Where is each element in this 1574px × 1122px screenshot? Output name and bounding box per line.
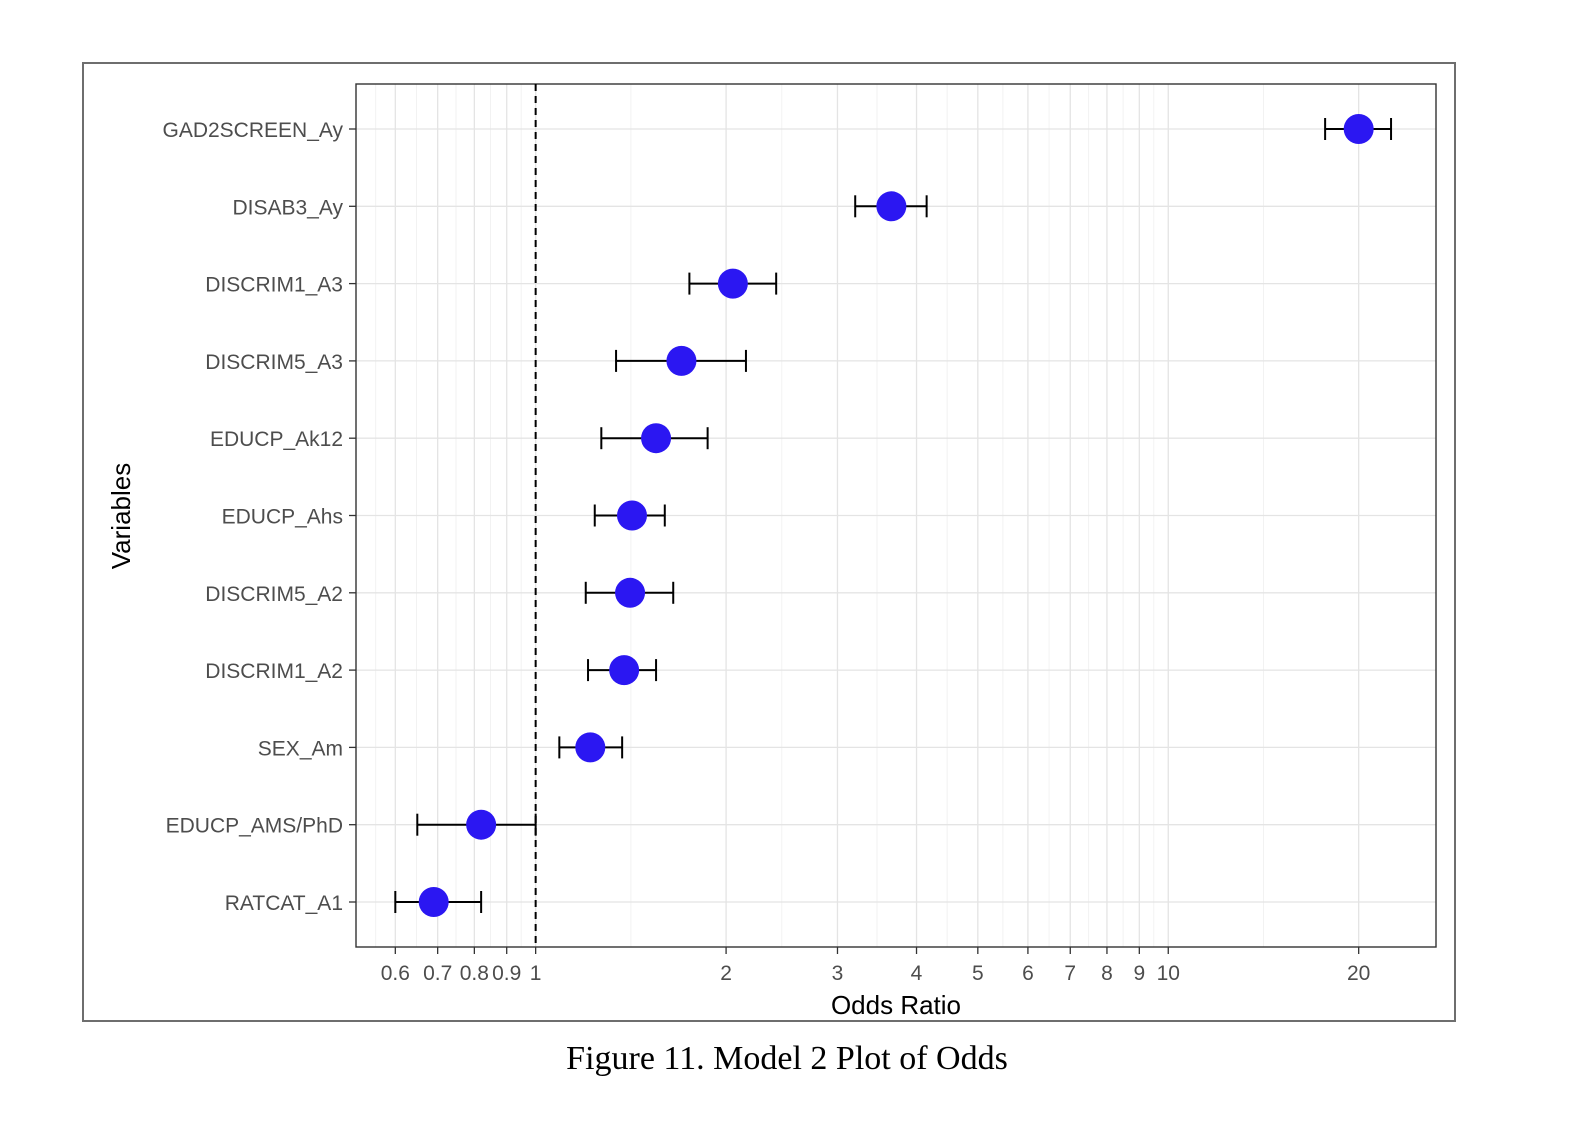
axis-layer: GAD2SCREEN_Ay DISAB3_Ay DISCRIM1_A3 DISCRIM… [162, 119, 1370, 985]
y-tick-label: SEX_Am [258, 737, 343, 760]
x-tick-label: 0.7 [423, 962, 452, 985]
odds-ratio-point [717, 268, 748, 299]
x-tick-label: 9 [1133, 962, 1145, 985]
x-tick-label: 2 [720, 962, 732, 985]
x-tick-label: 0.9 [492, 962, 521, 985]
odds-ratio-point [609, 655, 640, 686]
odds-ratio-point [616, 500, 647, 531]
odds-ratio-point [1343, 114, 1374, 144]
y-tick-label: DISCRIM5_A3 [205, 351, 343, 374]
y-tick-label: EDUCP_AMS/PhD [166, 815, 343, 838]
x-tick-label: 1 [530, 962, 542, 985]
marks-layer [394, 114, 1393, 917]
odds-ratio-point [666, 345, 697, 376]
odds-ratio-point [615, 577, 646, 608]
x-tick-label: 3 [832, 962, 844, 985]
x-tick-label: 0.8 [460, 962, 489, 985]
x-tick-label: 20 [1347, 962, 1370, 985]
x-tick-label: 0.6 [381, 962, 410, 985]
figure-caption: Figure 11. Model 2 Plot of Odds [566, 1040, 1008, 1077]
x-tick-label: 8 [1101, 962, 1113, 985]
y-tick-label: DISCRIM1_A2 [205, 660, 343, 683]
y-tick-label: EDUCP_Ahs [222, 506, 343, 529]
odds-ratio-point [641, 423, 672, 454]
x-axis-title: Odds Ratio [831, 990, 961, 1020]
x-tick-label: 7 [1064, 962, 1076, 985]
x-tick-label: 4 [911, 962, 923, 985]
odds-ratio-point [876, 191, 907, 222]
y-tick-label: DISCRIM1_A3 [205, 274, 343, 297]
figure-frame [82, 62, 1456, 1022]
y-axis-title: Variables [106, 463, 136, 569]
y-tick-label: EDUCP_Ak12 [210, 428, 343, 451]
y-tick-label: RATCAT_A1 [225, 892, 343, 915]
x-tick-label: 5 [972, 962, 984, 985]
x-tick-label: 6 [1022, 962, 1034, 985]
y-tick-label: DISAB3_Ay [232, 196, 343, 219]
y-tick-label: GAD2SCREEN_Ay [162, 119, 343, 142]
odds-ratio-point [466, 809, 497, 840]
odds-ratio-point [418, 887, 449, 917]
y-tick-label: DISCRIM5_A2 [205, 583, 343, 606]
x-tick-label: 10 [1157, 962, 1180, 985]
grid-layer [356, 84, 1436, 947]
odds-ratio-point [575, 732, 606, 763]
